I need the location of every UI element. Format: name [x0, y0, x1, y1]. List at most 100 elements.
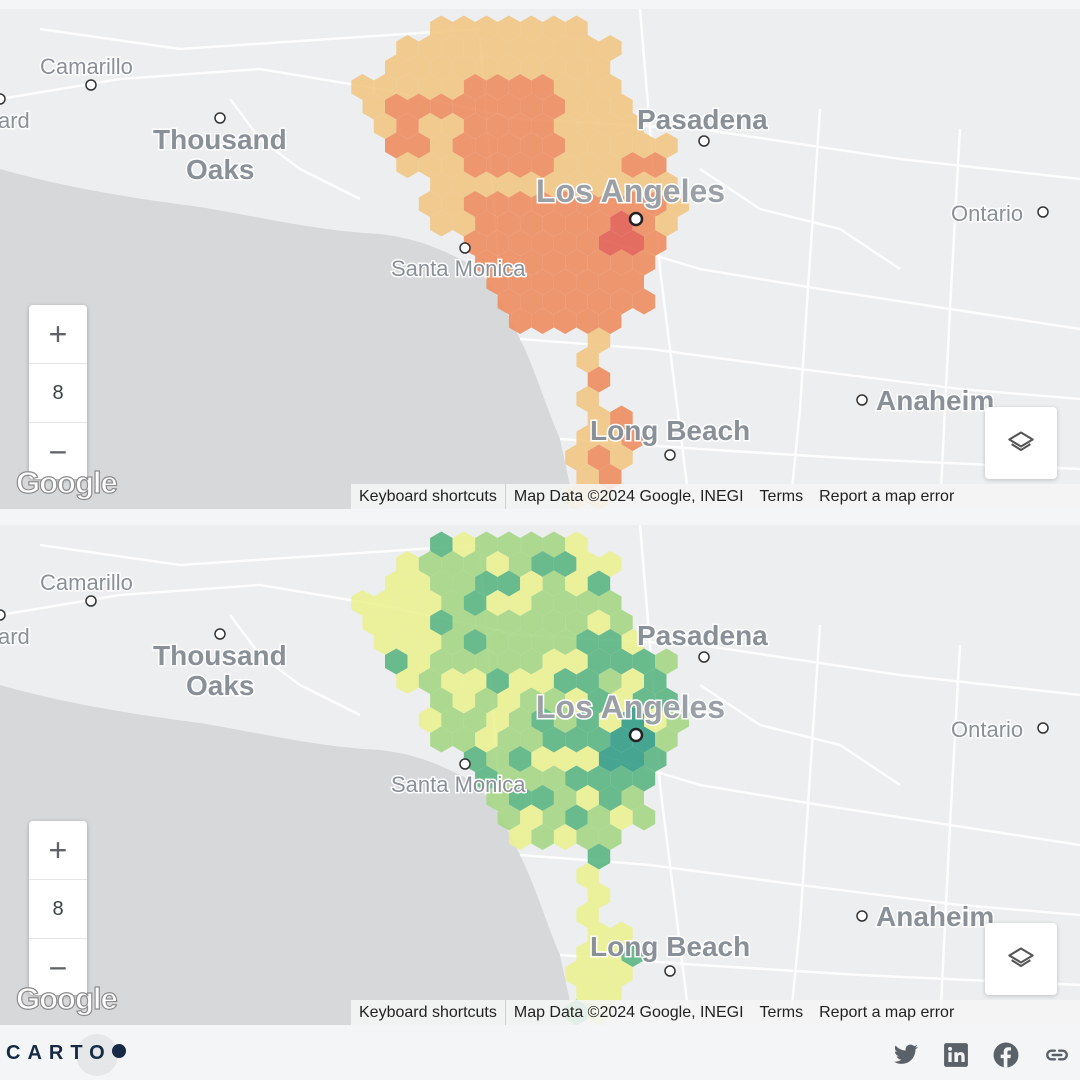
hex-cell: [531, 35, 554, 61]
hex-cell: [587, 132, 611, 159]
hex-cell: [553, 785, 577, 811]
zoom-out-button[interactable]: −: [48, 949, 68, 986]
hex-cell: [520, 210, 543, 237]
hex-cell: [418, 668, 442, 694]
hex-cell: [598, 35, 622, 61]
zoom-in-button[interactable]: +: [48, 315, 68, 352]
hex-cell: [452, 609, 476, 636]
hex-cell: [430, 570, 453, 597]
layers-icon: [1008, 431, 1034, 452]
terms-link[interactable]: Terms: [759, 1003, 804, 1021]
map-data-text: Map Data ©2024 Google, INEGI: [513, 487, 744, 505]
hex-cell: [565, 288, 588, 315]
hex-cell: [610, 93, 633, 120]
map-panel-top[interactable]: Camarillo ard Thousand Oaks Pasadena Los…: [0, 9, 1080, 509]
layers-button[interactable]: [985, 923, 1057, 995]
hex-cell: [373, 629, 397, 655]
hex-cell: [542, 570, 566, 597]
hex-cell: [396, 629, 419, 655]
keyboard-shortcuts-link[interactable]: Keyboard shortcuts: [359, 1003, 497, 1021]
hex-cell: [497, 132, 521, 159]
hex-cell: [508, 590, 532, 616]
hex-cell: [598, 980, 622, 1006]
report-error-link[interactable]: Report a map error: [819, 1003, 955, 1021]
hex-cell: [418, 590, 442, 616]
hex-cell: [497, 288, 521, 315]
hex-cell: [531, 707, 554, 733]
hex-cell: [542, 288, 566, 315]
report-error-link[interactable]: Report a map error: [819, 487, 955, 505]
hex-cell: [598, 668, 622, 694]
hex-cell: [598, 230, 622, 256]
hex-cell: [542, 804, 566, 831]
hex-cell: [565, 609, 588, 636]
hex-cell: [407, 93, 431, 120]
map-attribution: Keyboard shortcuts Map Data ©2024 Google…: [351, 484, 1080, 509]
carto-wordmark: CARTO: [6, 1042, 112, 1064]
hex-cell: [644, 230, 667, 256]
hex-cell: [576, 35, 599, 61]
hex-cell: [520, 804, 543, 831]
hex-cell: [610, 960, 633, 987]
hex-cell: [598, 590, 622, 616]
hex-cell: [475, 765, 498, 792]
zoom-control: + 8 −: [29, 821, 87, 995]
hex-cell: [655, 687, 678, 714]
hex-cell: [587, 171, 611, 198]
hex-cell: [418, 191, 442, 217]
hex-cell: [497, 570, 521, 597]
hex-cell: [666, 707, 689, 733]
hex-cell: [632, 765, 656, 792]
hex-cell: [610, 171, 633, 198]
hex-cell: [486, 629, 509, 655]
hex-cell: [497, 726, 521, 753]
layers-button[interactable]: [985, 407, 1057, 479]
hex-cell: [666, 191, 689, 217]
map-data-text: Map Data ©2024 Google, INEGI: [513, 1003, 744, 1021]
carto-logo[interactable]: CARTO: [6, 1042, 126, 1065]
label-ontario: Ontario: [951, 717, 1023, 742]
terms-link[interactable]: Terms: [759, 487, 804, 505]
hex-cell: [587, 327, 611, 354]
hex-cell: [598, 152, 622, 178]
hex-cell: [587, 570, 611, 597]
hex-cell: [587, 249, 611, 276]
map-panel-bottom[interactable]: Camarillo ard Thousand Oaks Pasadena Los…: [0, 525, 1080, 1025]
hex-cell: [396, 551, 419, 577]
hex-cell: [418, 152, 442, 178]
hex-cell: [520, 54, 543, 81]
hex-cell: [486, 269, 509, 295]
hex-cell: [565, 648, 588, 675]
hex-cell: [463, 74, 487, 100]
hex-cell: [418, 629, 442, 655]
zoom-out-button[interactable]: −: [48, 433, 68, 470]
hex-cell: [598, 464, 622, 490]
hex-cell: [531, 152, 554, 178]
hex-cell: [576, 863, 599, 889]
hex-cell: [486, 551, 509, 577]
hex-cell: [520, 687, 543, 714]
hex-cell: [610, 648, 633, 675]
hex-cell: [644, 668, 667, 694]
hex-cell: [576, 590, 599, 616]
hex-cell: [508, 551, 532, 577]
hex-cell: [418, 707, 442, 733]
hex-cell: [598, 74, 622, 100]
zoom-in-button[interactable]: +: [48, 831, 68, 868]
facebook-icon[interactable]: [993, 1042, 1019, 1068]
hex-cell: [475, 132, 498, 159]
hex-cell: [497, 765, 521, 792]
hex-cell: [621, 113, 644, 139]
hex-cell: [407, 570, 431, 597]
hex-cell: [430, 609, 453, 636]
hex-cell: [553, 230, 577, 256]
hex-cell: [441, 551, 464, 577]
hex-cell: [396, 590, 419, 616]
hex-cell: [385, 570, 408, 597]
twitter-icon[interactable]: [893, 1042, 919, 1068]
keyboard-shortcuts-link[interactable]: Keyboard shortcuts: [359, 487, 497, 505]
hex-cell: [441, 707, 464, 733]
linkedin-icon[interactable]: [943, 1042, 969, 1068]
label-anaheim: Anaheim: [876, 901, 994, 932]
link-icon[interactable]: [1044, 1042, 1070, 1068]
